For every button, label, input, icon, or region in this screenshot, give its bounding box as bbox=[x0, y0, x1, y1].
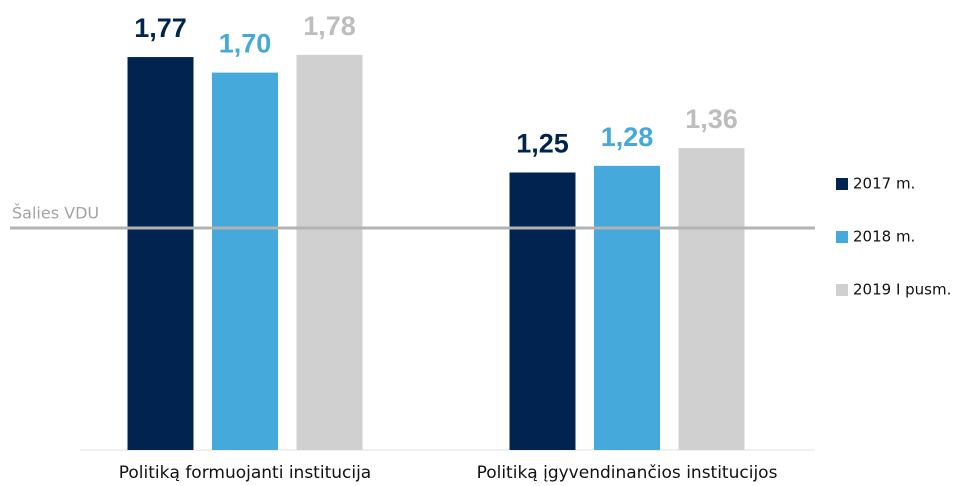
x-tick-label: Politiką formuojanti institucija bbox=[119, 463, 371, 483]
bar bbox=[127, 57, 194, 451]
x-tick-label: Politiką įgyvendinančios institucijos bbox=[477, 463, 778, 483]
legend-swatch bbox=[836, 231, 848, 243]
value-label: 1,77 bbox=[134, 13, 187, 43]
legend-swatch bbox=[836, 284, 848, 296]
bar bbox=[594, 165, 660, 450]
legend-label: 2019 I pusm. bbox=[853, 281, 951, 299]
value-label: 1,70 bbox=[219, 29, 272, 59]
value-label: 1,36 bbox=[685, 104, 738, 134]
bar bbox=[212, 72, 278, 450]
legend-label: 2017 m. bbox=[853, 175, 915, 193]
bar bbox=[509, 172, 576, 450]
bar bbox=[296, 54, 363, 451]
value-label: 1,78 bbox=[303, 11, 356, 41]
value-label: 1,25 bbox=[516, 129, 569, 159]
legend-label: 2018 m. bbox=[853, 228, 915, 246]
reference-label: Šalies VDU bbox=[12, 204, 99, 223]
value-label: 1,28 bbox=[601, 122, 654, 152]
legend-swatch bbox=[836, 178, 848, 190]
bar bbox=[678, 148, 745, 450]
